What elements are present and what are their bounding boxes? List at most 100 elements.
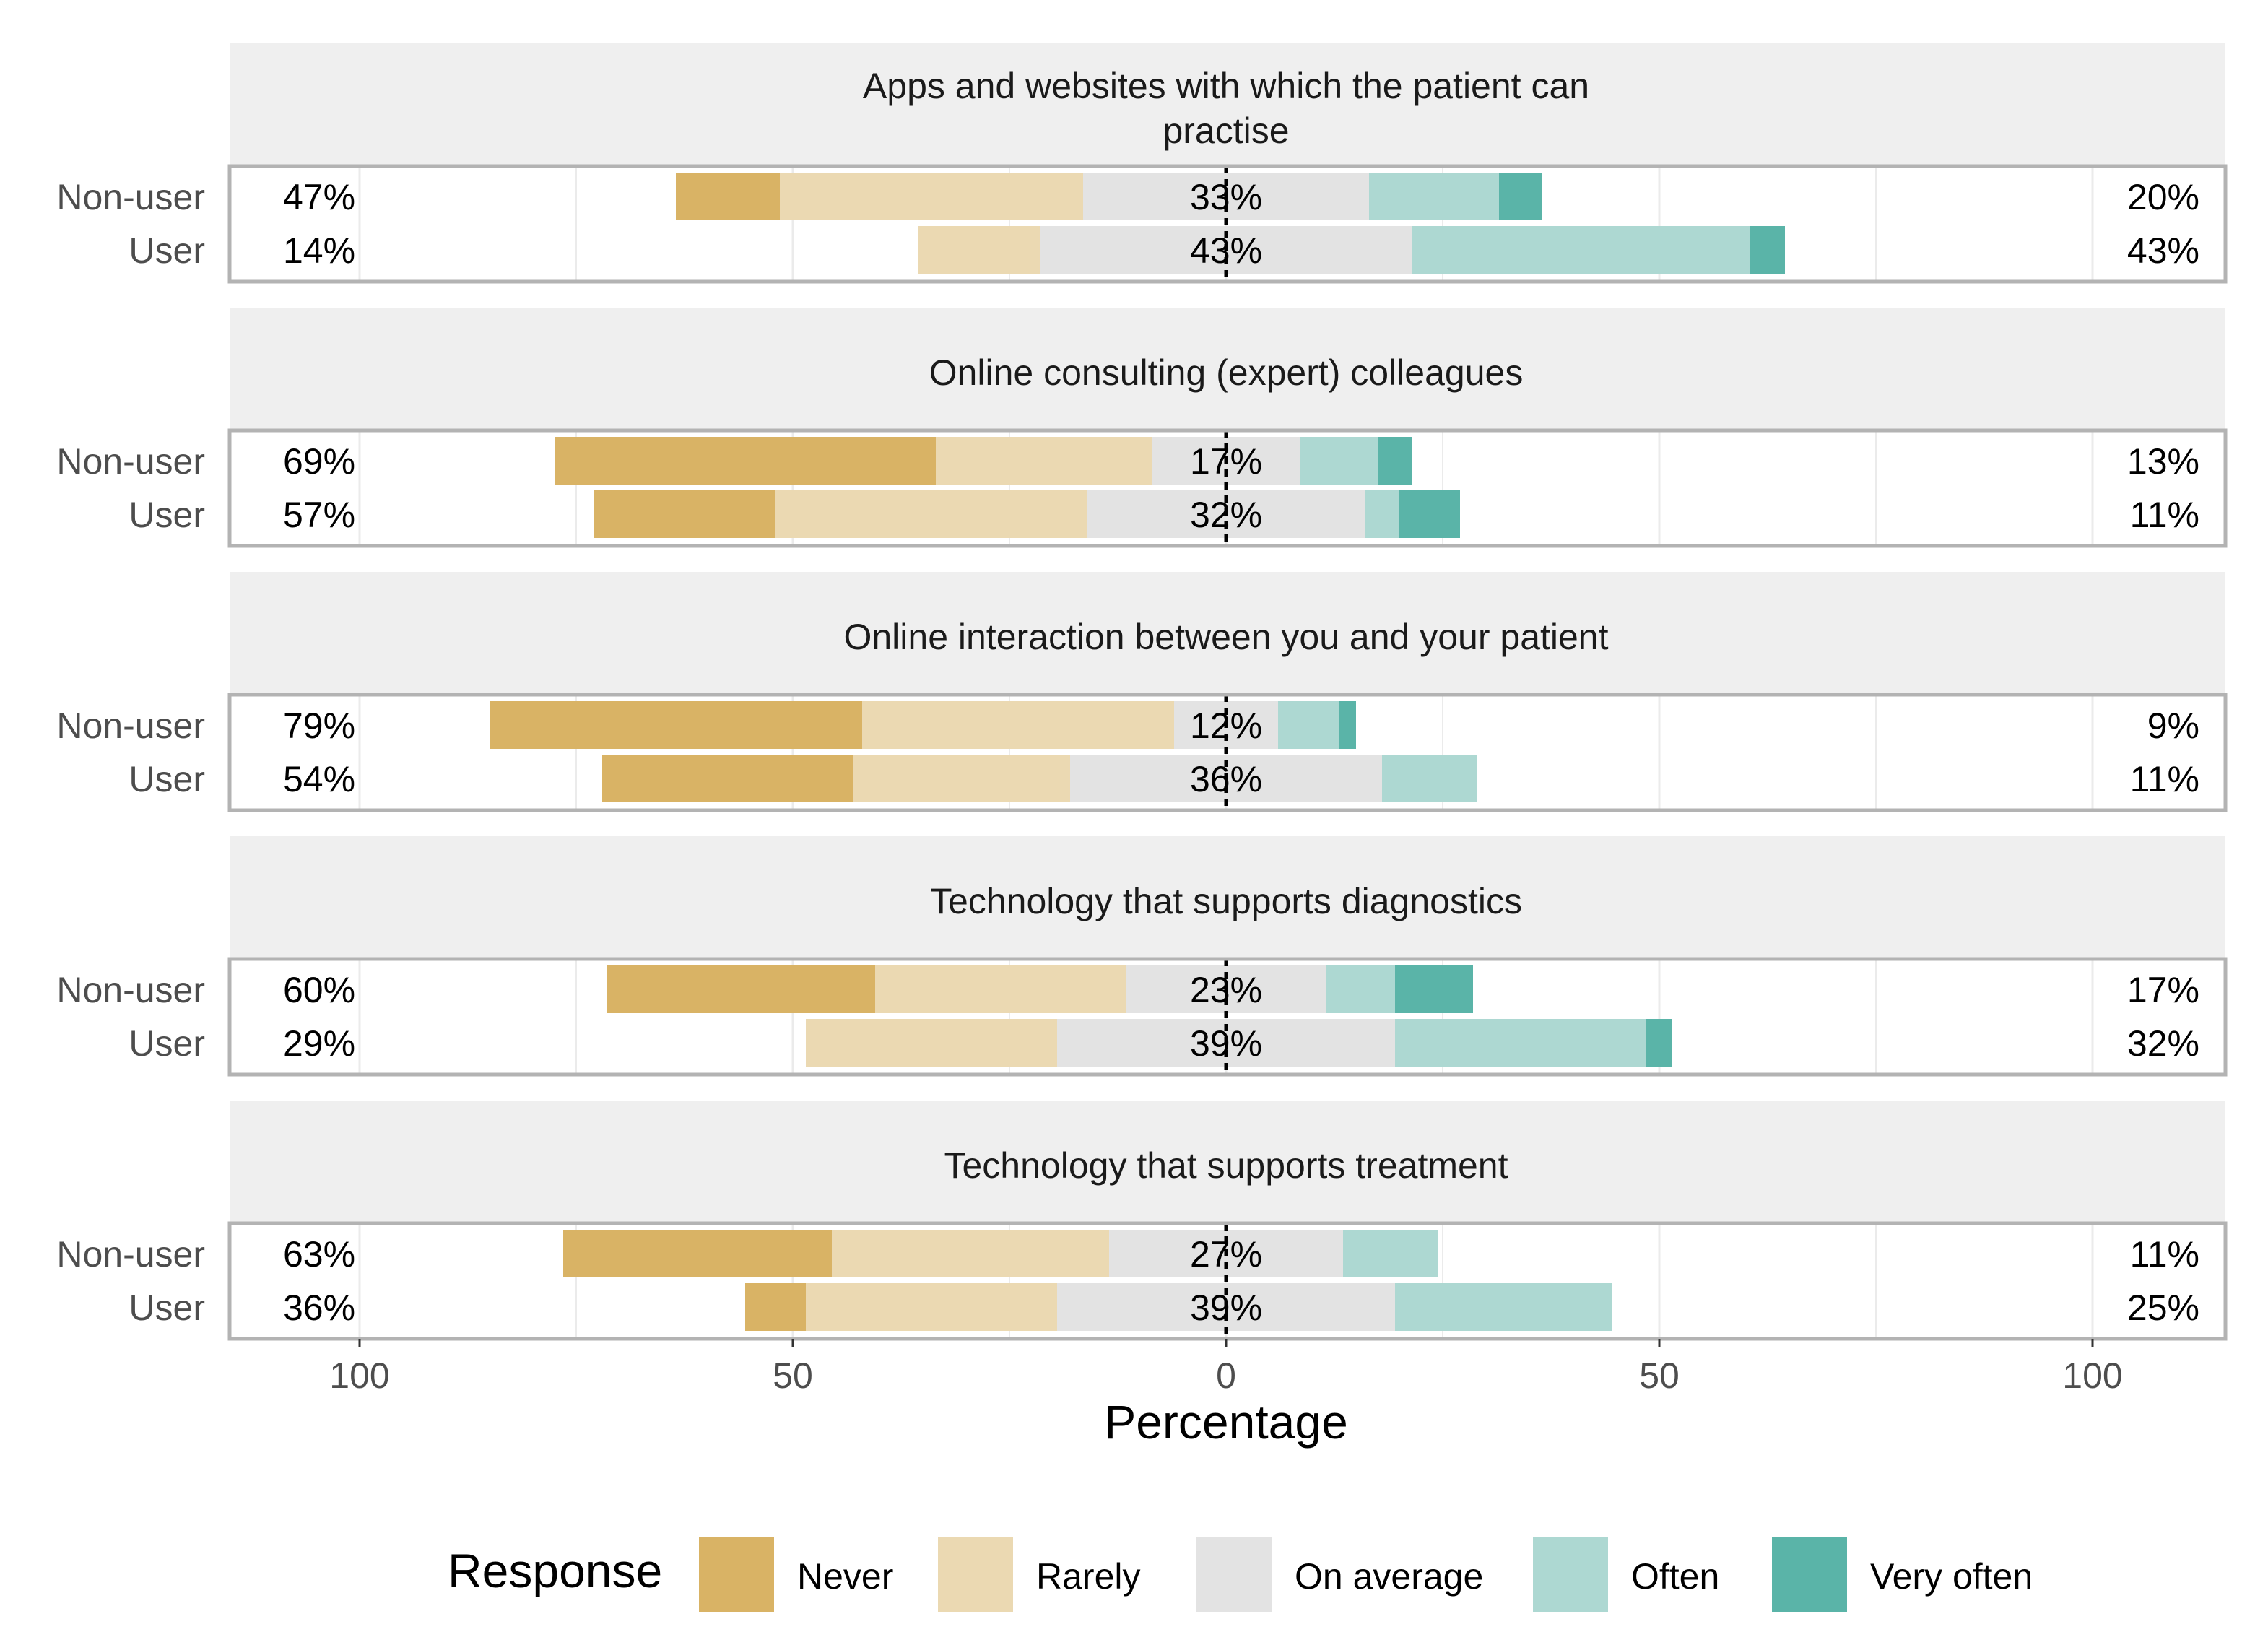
bar-rarely	[875, 965, 1126, 1013]
row-label: Non-user	[56, 706, 205, 746]
bar-often	[1382, 755, 1477, 802]
row-label: Non-user	[56, 1234, 205, 1275]
panel-4: Technology that supports diagnostics Non-…	[56, 836, 2228, 1077]
left-percent-label: 79%	[283, 706, 355, 746]
bar-often	[1412, 226, 1750, 274]
right-percent-label: 9%	[2147, 706, 2199, 746]
bar-rarely	[832, 1230, 1109, 1277]
bar-very-often	[1395, 965, 1473, 1013]
panel-2: Online consulting (expert) colleagues Non…	[56, 308, 2228, 548]
panel-title: Online consulting (expert) colleagues	[929, 352, 1524, 393]
legend-label: Rarely	[1036, 1556, 1140, 1597]
bar-rarely	[918, 226, 1040, 274]
row-label: Non-user	[56, 177, 205, 217]
right-percent-label: 11%	[2130, 1234, 2199, 1275]
left-percent-label: 14%	[283, 230, 355, 271]
panel-title: Technology that supports diagnostics	[930, 881, 1522, 921]
bar-often	[1326, 965, 1395, 1013]
left-percent-label: 36%	[283, 1288, 355, 1328]
panel-border	[227, 164, 2228, 284]
bar-very-often	[1750, 226, 1785, 274]
legend-key-never	[699, 1537, 774, 1612]
panel-title: practise	[1163, 110, 1289, 151]
row-label: User	[129, 759, 205, 799]
left-percent-label: 29%	[283, 1023, 355, 1064]
legend-key-often	[1533, 1537, 1608, 1612]
panel-5: Technology that supports treatment Non-us…	[56, 1101, 2228, 1341]
left-percent-label: 54%	[283, 759, 355, 799]
legend-key-rarely	[938, 1537, 1013, 1612]
bar-never	[563, 1230, 832, 1277]
right-percent-label: 43%	[2127, 230, 2199, 271]
row-label: Non-user	[56, 970, 205, 1010]
panel-3: Online interaction between you and your …	[56, 572, 2228, 812]
legend-label: Very often	[1870, 1556, 2033, 1597]
bar-never	[594, 490, 775, 538]
bar-often	[1395, 1019, 1646, 1067]
left-percent-label: 69%	[283, 441, 355, 482]
bar-rarely	[936, 437, 1152, 485]
bar-rarely	[775, 490, 1087, 538]
right-percent-label: 25%	[2127, 1288, 2199, 1328]
bar-rarely	[853, 755, 1070, 802]
panel-title: Apps and websites with which the patient…	[863, 66, 1589, 106]
bar-very-often	[1499, 173, 1542, 220]
x-tick-label: 50	[773, 1355, 813, 1396]
panel-strip	[230, 1101, 2225, 1223]
left-percent-label: 47%	[283, 177, 355, 217]
bar-never	[490, 701, 862, 749]
legend-label: Never	[797, 1556, 893, 1597]
bar-rarely	[806, 1283, 1057, 1331]
legend-title: Response	[448, 1544, 662, 1597]
left-percent-label: 63%	[283, 1234, 355, 1275]
legend-label: On average	[1295, 1556, 1483, 1597]
x-axis: 100 50 0 50 100	[329, 1339, 2123, 1396]
bar-very-often	[1646, 1019, 1672, 1067]
bar-never	[607, 965, 875, 1013]
panel-border	[227, 1221, 2228, 1341]
bar-rarely	[780, 173, 1083, 220]
panel-strip	[230, 43, 2225, 166]
bar-often	[1395, 1283, 1612, 1331]
left-percent-label: 60%	[283, 970, 355, 1010]
panel-title: Online interaction between you and your …	[843, 617, 1608, 657]
left-percent-label: 57%	[283, 495, 355, 535]
bar-rarely	[806, 1019, 1057, 1067]
x-tick-label: 50	[1639, 1355, 1680, 1396]
bar-never	[602, 755, 853, 802]
panel-title: Technology that supports treatment	[944, 1145, 1508, 1186]
row-label: User	[129, 495, 205, 535]
panel-border	[227, 693, 2228, 812]
legend-key-very-often	[1772, 1537, 1847, 1612]
bar-never	[745, 1283, 806, 1331]
panel-strip	[230, 572, 2225, 695]
x-tick-label: 0	[1216, 1355, 1236, 1396]
row-label: Non-user	[56, 441, 205, 482]
x-axis-title: Percentage	[1104, 1395, 1348, 1449]
right-percent-label: 20%	[2127, 177, 2199, 217]
bar-rarely	[862, 701, 1174, 749]
bar-often	[1369, 173, 1499, 220]
bar-often	[1365, 490, 1399, 538]
bar-often	[1343, 1230, 1438, 1277]
bar-very-often	[1339, 701, 1356, 749]
panel-border	[227, 428, 2228, 548]
panels-layer: Apps and websites with which the patient…	[56, 43, 2228, 1341]
bar-never	[555, 437, 936, 485]
legend-key-on-average	[1196, 1537, 1272, 1612]
row-label: User	[129, 1023, 205, 1064]
panel-strip	[230, 308, 2225, 430]
bar-very-often	[1399, 490, 1460, 538]
panel-strip	[230, 836, 2225, 959]
panel-1: Apps and websites with which the patient…	[56, 43, 2228, 284]
right-percent-label: 32%	[2127, 1023, 2199, 1064]
panel-border	[227, 957, 2228, 1077]
x-tick-label: 100	[329, 1355, 389, 1396]
x-tick-label: 100	[2062, 1355, 2122, 1396]
bar-often	[1300, 437, 1378, 485]
row-label: User	[129, 230, 205, 271]
row-label: User	[129, 1288, 205, 1328]
legend-label: Often	[1631, 1556, 1719, 1597]
right-percent-label: 13%	[2127, 441, 2199, 482]
